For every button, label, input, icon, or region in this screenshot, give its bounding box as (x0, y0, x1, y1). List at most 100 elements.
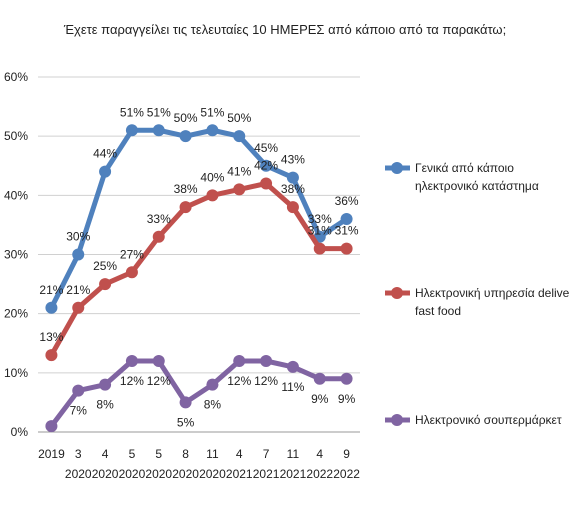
point (206, 378, 219, 391)
chart-title: Έχετε παραγγείλει τις τελευταίες 10 ΗΜΕΡ… (63, 22, 506, 37)
y-tick-label: 0% (11, 425, 29, 439)
point (99, 165, 112, 178)
value-label: 44% (93, 147, 117, 161)
point (233, 183, 246, 196)
point (99, 278, 112, 291)
point (233, 355, 246, 367)
value-label: 36% (335, 194, 359, 208)
x-tick-label: 3 (75, 447, 82, 461)
x-tick-label: 11 (287, 447, 300, 461)
y-tick-label: 30% (4, 248, 28, 262)
point (72, 384, 85, 397)
value-label: 12% (227, 374, 251, 388)
value-label: 41% (227, 164, 251, 178)
x-tick-label: 4 (102, 447, 109, 461)
value-label: 40% (200, 170, 224, 184)
point (152, 355, 165, 367)
legend-label: Ηλεκτρονικό σουπερμάρκετ (415, 413, 562, 427)
value-label: 31% (308, 224, 332, 238)
value-label: 50% (174, 111, 198, 125)
point (45, 420, 58, 433)
legend-label: Ηλεκτρονική υπηρεσία delivery fast food (415, 286, 569, 318)
value-label: 5% (177, 415, 195, 429)
value-label: 38% (174, 182, 198, 196)
x-tick-label: 4 (236, 447, 243, 461)
point (313, 242, 326, 255)
point (152, 124, 165, 137)
x-tick-label: 5 (155, 447, 162, 461)
point (260, 355, 273, 367)
value-label: 38% (281, 182, 305, 196)
legend-marker (391, 414, 403, 426)
value-label: 25% (93, 259, 117, 273)
point (233, 130, 246, 143)
x-tick-label: 2020 (119, 467, 146, 481)
point (125, 124, 138, 137)
value-label: 13% (39, 330, 63, 344)
value-label: 33% (147, 212, 171, 226)
x-tick-label: 2020 (199, 467, 226, 481)
x-tick-label: 2020 (92, 467, 119, 481)
x-tick-label: 5 (129, 447, 136, 461)
x-tick-label: 8 (182, 447, 189, 461)
value-label: 7% (70, 404, 88, 418)
value-label: 9% (338, 392, 356, 406)
point (286, 360, 299, 373)
x-tick-label: 2020 (172, 467, 199, 481)
x-tick-label: 4 (316, 447, 323, 461)
value-label: 45% (254, 141, 278, 155)
value-label: 43% (281, 153, 305, 167)
point (286, 201, 299, 214)
point (45, 301, 58, 314)
value-label: 50% (227, 111, 251, 125)
point (179, 396, 192, 409)
x-tick-label: 2021 (253, 467, 280, 481)
point (72, 301, 85, 314)
x-tick-label: 2020 (145, 467, 172, 481)
point (179, 201, 192, 214)
point (125, 266, 138, 279)
value-label: 12% (147, 374, 171, 388)
point (313, 372, 326, 385)
y-tick-label: 40% (4, 188, 28, 202)
x-tick-label: 11 (206, 447, 219, 461)
legend-label: Γενικά από κάποιο ηλεκτρονικό κατάστημα (415, 161, 539, 193)
series-line (49, 127, 348, 309)
point (260, 177, 273, 190)
legend-marker (391, 162, 403, 174)
value-label: 42% (254, 159, 278, 173)
value-label: 21% (39, 283, 63, 297)
x-tick-label: 2022 (306, 467, 333, 481)
value-label: 51% (120, 105, 144, 119)
value-label: 27% (120, 247, 144, 261)
point (286, 171, 299, 184)
point (125, 355, 138, 367)
y-tick-label: 60% (4, 70, 28, 84)
x-tick-label: 9 (343, 447, 350, 461)
value-label: 12% (254, 374, 278, 388)
x-tick-label: 2019 (38, 447, 65, 461)
point (152, 230, 165, 243)
value-label: 31% (335, 224, 359, 238)
legend-marker (391, 287, 403, 299)
point (99, 378, 112, 391)
point (340, 242, 353, 255)
point (206, 189, 219, 202)
value-label: 9% (311, 392, 329, 406)
y-tick-label: 10% (4, 366, 28, 380)
x-tick-label: 7 (263, 447, 270, 461)
point (340, 213, 353, 225)
point (45, 349, 58, 362)
point (260, 159, 273, 172)
value-label: 8% (96, 398, 114, 412)
point (72, 248, 85, 261)
point (206, 124, 219, 137)
value-label: 33% (308, 212, 332, 226)
value-label: 12% (120, 374, 144, 388)
x-tick-label: 2021 (280, 467, 307, 481)
value-label: 30% (66, 230, 90, 244)
value-label: 21% (66, 283, 90, 297)
y-tick-label: 20% (4, 307, 28, 321)
